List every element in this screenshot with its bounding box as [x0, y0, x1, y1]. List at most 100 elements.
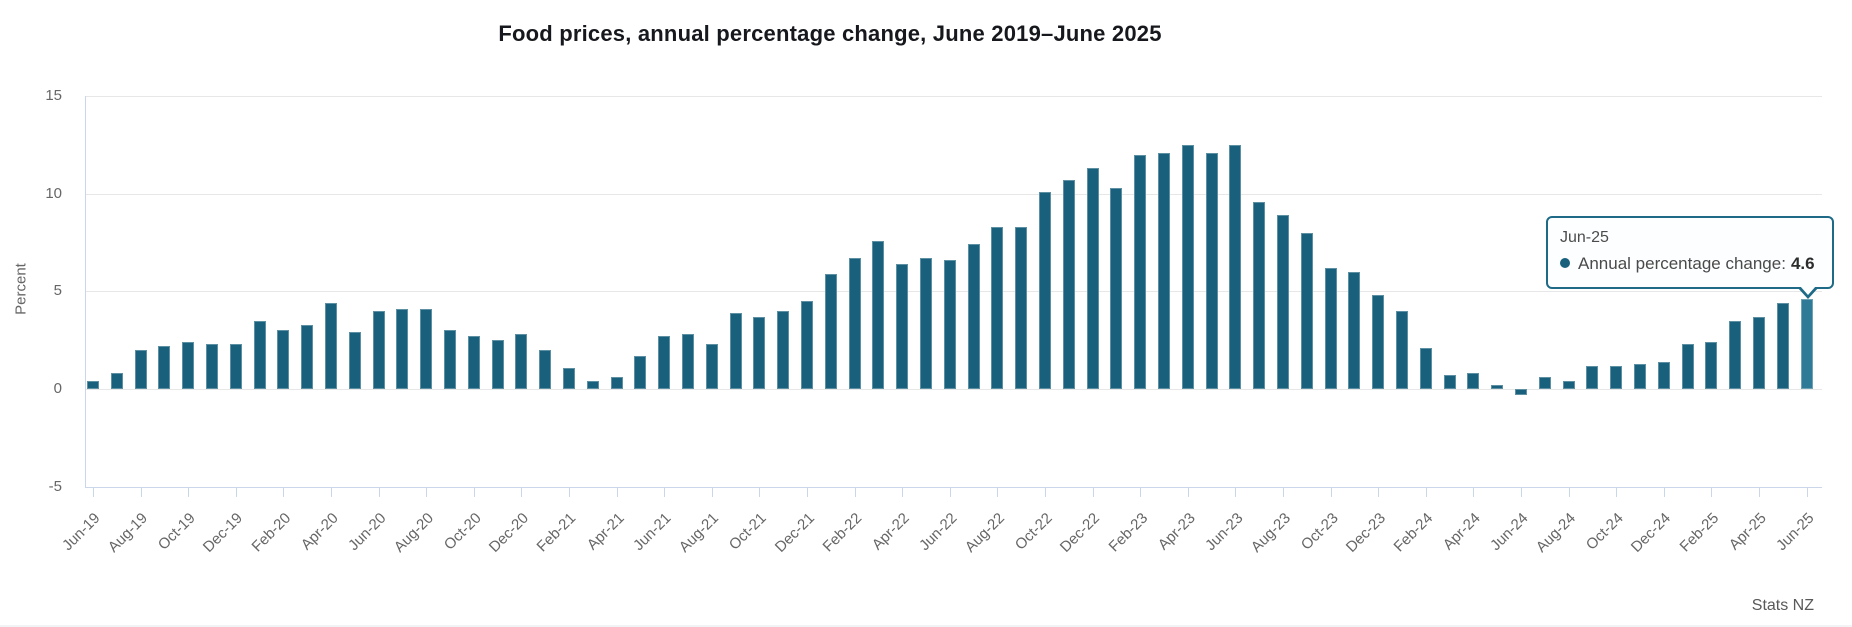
- bar[interactable]: [896, 264, 909, 389]
- x-tick-label-text: Dec-24: [1628, 509, 1675, 556]
- bar[interactable]: [134, 349, 147, 389]
- bar[interactable]: [1372, 295, 1385, 389]
- bar[interactable]: [325, 303, 337, 389]
- bar[interactable]: [1705, 342, 1718, 389]
- bar[interactable]: [1729, 320, 1742, 389]
- bar[interactable]: [206, 344, 218, 389]
- x-tick-mark: [188, 486, 190, 497]
- x-tick-mark: [331, 486, 332, 497]
- bar[interactable]: [563, 367, 575, 389]
- x-tick-label-text: Jun-23: [1201, 509, 1247, 555]
- bar[interactable]: [539, 349, 552, 389]
- bar[interactable]: [777, 310, 790, 389]
- bar[interactable]: [824, 273, 837, 389]
- tooltip-date: Jun-25: [1560, 229, 1609, 246]
- x-tick-mark: [1663, 486, 1665, 497]
- x-tick-mark: [664, 486, 666, 497]
- bar[interactable]: [444, 330, 456, 389]
- bar[interactable]: [1753, 316, 1765, 389]
- bar[interactable]: [1657, 361, 1670, 389]
- bar[interactable]: [1300, 232, 1313, 389]
- bar[interactable]: [1110, 187, 1123, 389]
- bar[interactable]: [1443, 375, 1456, 389]
- bar[interactable]: [1467, 373, 1480, 389]
- bar[interactable]: [848, 258, 861, 389]
- bar[interactable]: [1776, 303, 1789, 389]
- bar[interactable]: [467, 336, 480, 389]
- bar[interactable]: [1277, 215, 1289, 389]
- tooltip-value: 4.6: [1790, 254, 1815, 273]
- x-tick-mark: [1521, 486, 1522, 497]
- bar[interactable]: [491, 340, 504, 389]
- bar[interactable]: [991, 226, 1004, 389]
- x-tick-mark: [140, 486, 142, 497]
- x-tick-label-text: Apr-25: [1725, 509, 1770, 554]
- bar[interactable]: [1562, 381, 1575, 389]
- bar[interactable]: [801, 301, 813, 389]
- bar[interactable]: [1610, 365, 1623, 389]
- bar[interactable]: [753, 316, 766, 389]
- bar[interactable]: [920, 258, 932, 389]
- bar[interactable]: [253, 320, 266, 389]
- bar[interactable]: [610, 377, 623, 389]
- bar[interactable]: [1181, 144, 1194, 389]
- bar[interactable]: [1062, 180, 1075, 389]
- bar[interactable]: [110, 373, 123, 389]
- x-tick-label-text: Aug-24: [1533, 509, 1580, 556]
- bar[interactable]: [682, 334, 694, 389]
- x-tick-mark: [1378, 486, 1380, 497]
- bar[interactable]: [301, 324, 314, 389]
- bar[interactable]: [1681, 344, 1694, 389]
- x-tick-mark: [1568, 486, 1570, 497]
- bar[interactable]: [1538, 377, 1551, 389]
- bar[interactable]: [372, 310, 385, 389]
- bar[interactable]: [967, 244, 980, 389]
- bar[interactable]: [229, 344, 242, 389]
- x-tick-mark: [569, 486, 570, 497]
- bar[interactable]: [943, 260, 956, 389]
- x-tick-mark: [1616, 486, 1618, 497]
- x-tick-mark: [521, 486, 523, 497]
- bar[interactable]: [1158, 152, 1170, 389]
- bar[interactable]: [1634, 363, 1646, 389]
- bar[interactable]: [420, 308, 433, 389]
- x-tick-label-text: Apr-24: [1440, 509, 1485, 554]
- bar[interactable]: [1396, 310, 1408, 389]
- bar[interactable]: [182, 342, 195, 389]
- y-axis-line: [85, 96, 86, 487]
- bar[interactable]: [1134, 154, 1147, 389]
- bar[interactable]: [1229, 144, 1242, 389]
- bar[interactable]: [729, 312, 742, 389]
- x-tick-label-text: Feb-20: [248, 509, 295, 556]
- x-tick-label-text: Oct-22: [1011, 509, 1056, 554]
- bar[interactable]: [1586, 365, 1599, 389]
- bar[interactable]: [1015, 226, 1028, 389]
- x-tick-label-text: Jun-21: [630, 509, 675, 555]
- bar[interactable]: [1205, 152, 1218, 389]
- bar[interactable]: [705, 344, 718, 389]
- bar[interactable]: [277, 330, 290, 389]
- bar[interactable]: [872, 240, 885, 389]
- bar[interactable]: [1515, 389, 1527, 395]
- x-tick-label-text: Oct-23: [1297, 509, 1342, 554]
- bar[interactable]: [658, 336, 671, 389]
- bar[interactable]: [87, 381, 99, 389]
- x-tick-mark: [1711, 486, 1713, 497]
- bar[interactable]: [1086, 168, 1099, 389]
- bar[interactable]: [1491, 385, 1504, 389]
- bar[interactable]: [348, 332, 361, 389]
- bar[interactable]: [396, 308, 409, 389]
- bar[interactable]: [1324, 267, 1337, 389]
- bar[interactable]: [586, 381, 599, 389]
- x-tick-label-text: Feb-21: [534, 509, 580, 556]
- bar[interactable]: [1419, 347, 1432, 389]
- bar-highlighted[interactable]: [1800, 299, 1813, 389]
- bar[interactable]: [634, 355, 647, 389]
- x-tick-mark: [1187, 486, 1189, 497]
- bar[interactable]: [1253, 201, 1266, 389]
- tooltip-series-label: Annual percentage change:: [1578, 254, 1786, 273]
- bar[interactable]: [1039, 191, 1051, 389]
- bar[interactable]: [1348, 271, 1361, 389]
- bar[interactable]: [515, 334, 528, 389]
- bar[interactable]: [158, 346, 171, 389]
